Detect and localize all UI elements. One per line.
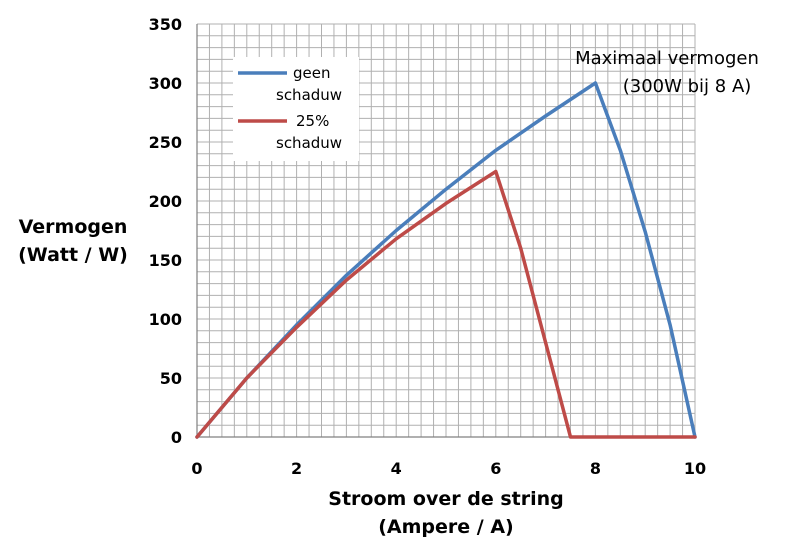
x-tick-label: 2: [291, 459, 302, 478]
series-lines: [195, 81, 697, 439]
legend-label-schaduw-1: schaduw: [276, 86, 342, 104]
y-axis-title-line-1: Vermogen: [19, 216, 128, 238]
x-tick-label: 6: [490, 459, 501, 478]
legend: geen schaduw 25% schaduw: [233, 57, 359, 161]
y-tick-label: 0: [171, 428, 182, 447]
y-axis-title-line-2: (Watt / W): [18, 244, 128, 266]
y-tick-label: 350: [149, 15, 182, 34]
y-tick-label: 250: [149, 133, 182, 152]
x-tick-label: 8: [590, 459, 601, 478]
y-tick-label: 200: [149, 192, 182, 211]
y-tick-label: 100: [149, 310, 182, 329]
x-axis-title-line-1: Stroom over de string: [328, 488, 563, 510]
x-tick-label: 10: [684, 459, 706, 478]
annotation-line-1: Maximaal vermogen: [575, 48, 759, 69]
x-tick-labels: 0 2 4 6 8 10: [191, 459, 706, 478]
y-tick-label: 50: [160, 369, 182, 388]
x-tick-label: 0: [191, 459, 202, 478]
legend-label-geen: geen: [293, 64, 331, 82]
y-tick-labels: 0 50 100 150 200 250 300 350: [149, 15, 182, 447]
series-line-25-schaduw: [195, 169, 697, 439]
y-tick-label: 150: [149, 251, 182, 270]
x-tick-label: 4: [391, 459, 402, 478]
annotation-line-2: (300W bij 8 A): [623, 76, 752, 97]
x-axis-title-line-2: (Ampere / A): [378, 516, 514, 538]
y-tick-label: 300: [149, 74, 182, 93]
legend-label-schaduw-2: schaduw: [276, 134, 342, 152]
legend-label-25: 25%: [296, 112, 329, 130]
